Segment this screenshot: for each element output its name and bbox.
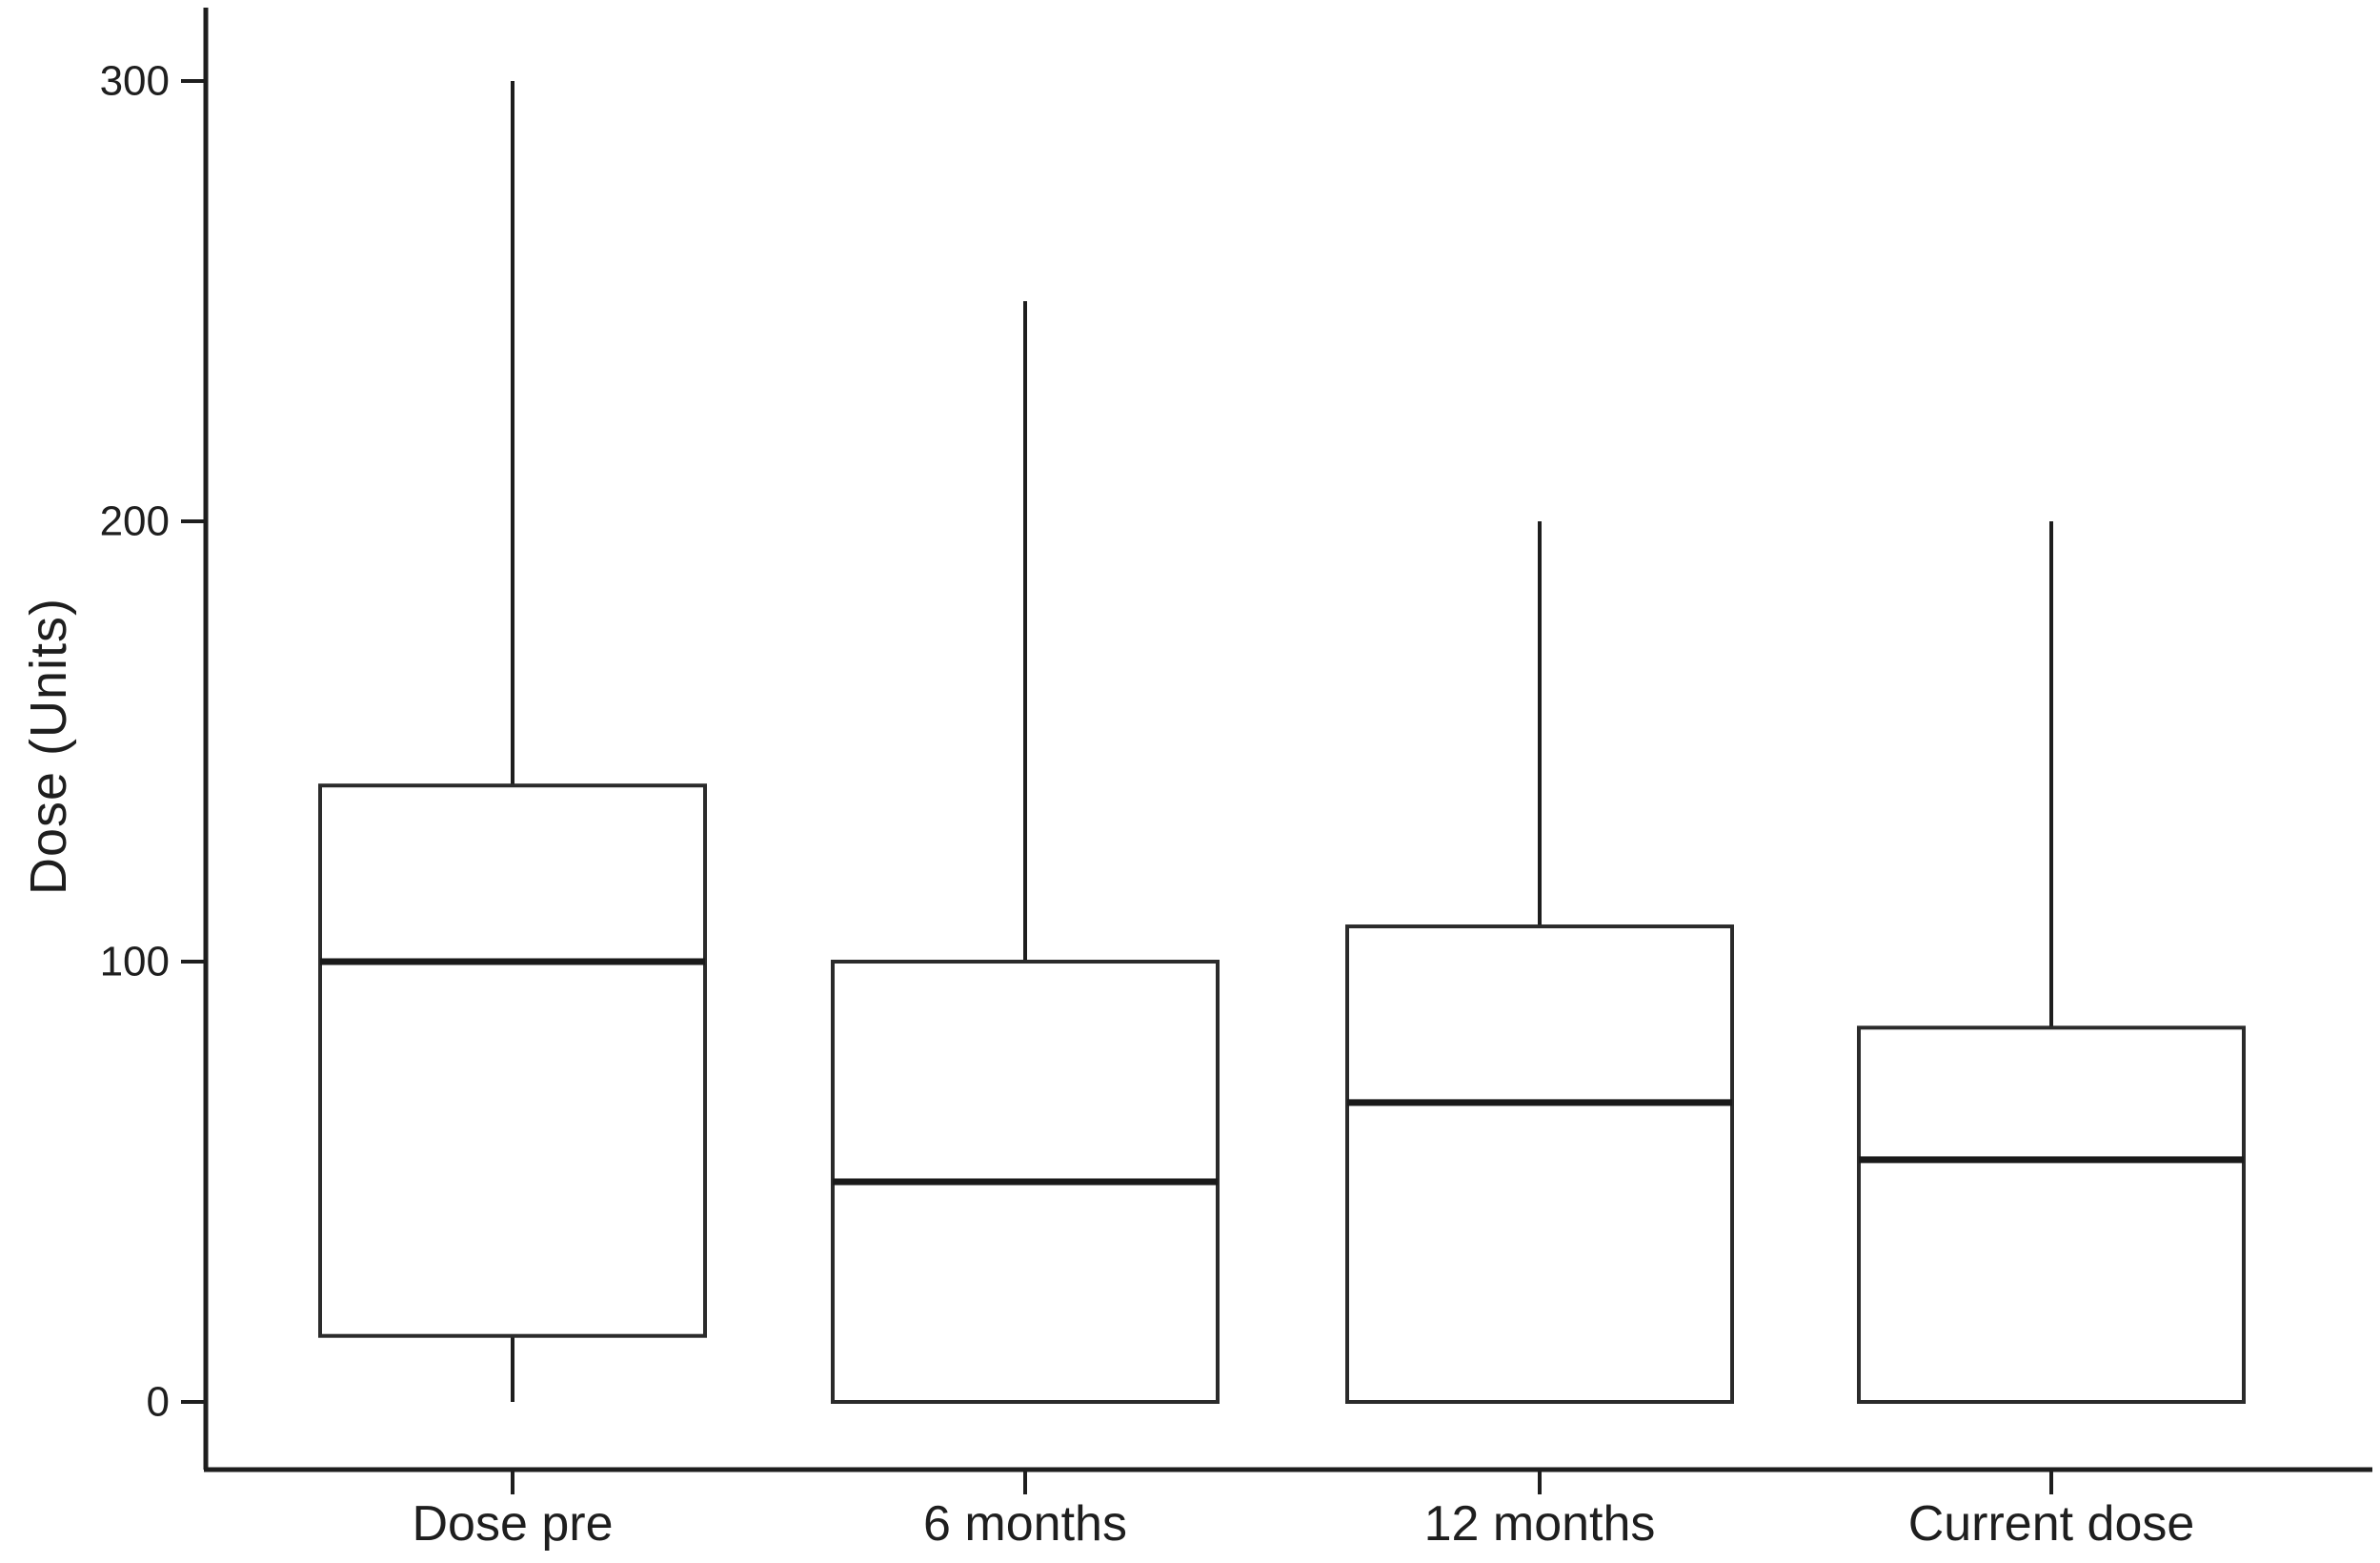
y-tick-label: 200 (100, 498, 170, 545)
y-tick-label: 100 (100, 939, 170, 985)
box-rect (318, 783, 707, 1338)
y-axis-title: Dose (Units) (20, 597, 77, 896)
box-rect (1857, 1025, 2246, 1405)
x-category-label: Dose pre (413, 1496, 614, 1552)
y-tick-label: 0 (147, 1379, 170, 1426)
x-category-label: 12 months (1424, 1496, 1656, 1552)
y-tick-label: 300 (100, 58, 170, 105)
box-rect (1345, 924, 1734, 1404)
x-category-label: Current dose (1908, 1496, 2195, 1552)
x-category-label: 6 months (923, 1496, 1127, 1552)
